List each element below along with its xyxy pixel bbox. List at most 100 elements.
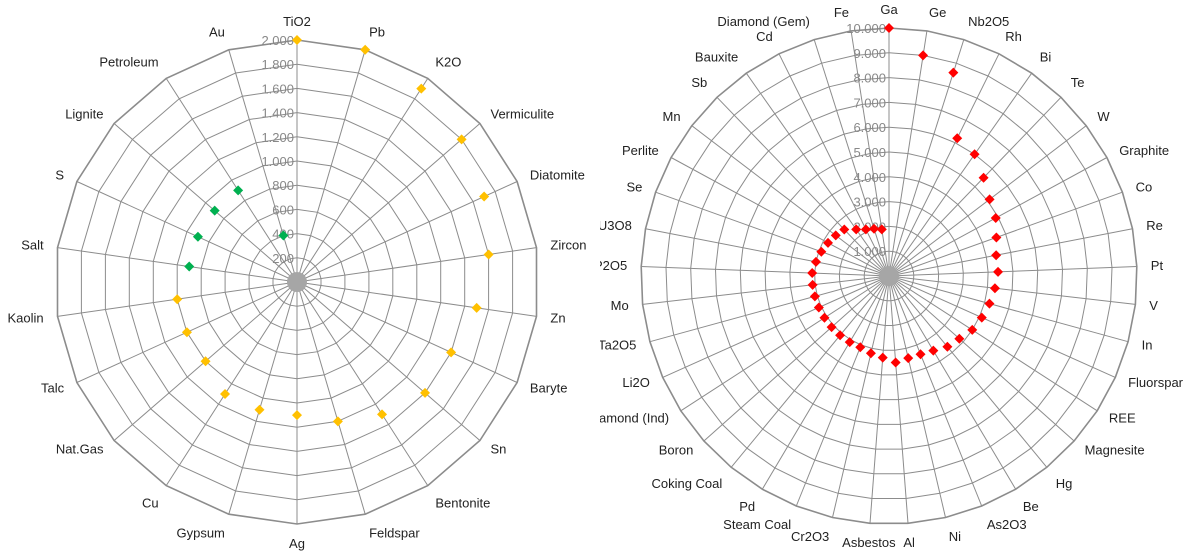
category-label-in: In	[1142, 337, 1153, 352]
grid-spoke	[888, 275, 1098, 412]
data-point-se	[816, 246, 827, 257]
data-point-steam-coal	[855, 342, 866, 353]
data-point-te	[978, 172, 989, 183]
category-label-coking-coal: Coking Coal	[651, 476, 722, 491]
category-label-fluorspar: Fluorspar	[1128, 375, 1184, 390]
grid-spoke	[730, 275, 890, 468]
data-point-ta2o5	[809, 291, 820, 302]
data-point-ge	[918, 50, 929, 61]
category-label-pb: Pb	[369, 24, 385, 39]
category-label-perlite: Perlite	[622, 143, 659, 158]
category-label-pt: Pt	[1151, 258, 1164, 273]
grid-spoke	[888, 266, 1137, 277]
category-label-nb2o5: Nb2O5	[968, 14, 1009, 29]
data-point-u3o8	[810, 256, 821, 267]
data-point-s	[192, 231, 203, 242]
category-label-al: Al	[903, 535, 915, 550]
grid-spoke	[649, 275, 890, 343]
tick-label: 8.000	[853, 71, 886, 86]
grid-ring	[714, 101, 1064, 450]
data-point-al	[890, 357, 901, 368]
category-label-ag: Ag	[289, 536, 305, 551]
grid-ring	[838, 225, 940, 326]
data-point-ree	[967, 324, 978, 335]
category-label-diatomite: Diatomite	[530, 168, 585, 183]
category-label-petroleum: Petroleum	[99, 55, 158, 70]
category-label-k2o: K2O	[435, 55, 461, 70]
grid-spoke	[296, 123, 481, 283]
grid-spoke	[813, 39, 890, 277]
category-label-magnesite: Magnesite	[1085, 442, 1145, 457]
grid-spoke	[296, 49, 366, 283]
grid-spoke	[57, 247, 298, 283]
category-label-gypsum: Gypsum	[176, 526, 224, 541]
category-label-s: S	[55, 168, 64, 183]
tick-label: 7.000	[853, 95, 886, 110]
data-point-au	[278, 230, 289, 241]
data-point-diatomite	[479, 191, 490, 202]
category-label-re: Re	[1146, 218, 1163, 233]
category-label-v: V	[1149, 298, 1158, 313]
data-point-gypsum	[254, 404, 265, 415]
radar-chart-industrial-minerals: 2004006008001.0001.2001.4001.6001.8002.0…	[7, 14, 586, 551]
data-point-cr2o3	[865, 348, 876, 359]
data-point-nat-gas	[200, 356, 211, 367]
category-label-diamond-ind: Diamond (Ind)	[600, 410, 669, 425]
tick-label: 2.000	[853, 219, 886, 234]
data-point-in	[984, 298, 995, 309]
grid-spoke	[655, 191, 890, 277]
category-label-u3o8: U3O8	[600, 218, 632, 233]
data-point-diamond-gem	[869, 223, 880, 234]
data-point-w	[984, 194, 995, 205]
grid-spoke	[76, 181, 298, 283]
grid-spoke	[745, 72, 890, 277]
grid-ring	[814, 201, 964, 351]
grid-spoke	[642, 275, 890, 305]
category-label-se: Se	[626, 179, 642, 194]
grid-spoke	[888, 275, 1129, 343]
data-point-sn	[420, 387, 431, 398]
tick-label: 3.000	[853, 195, 886, 210]
data-point-bauxite	[851, 224, 862, 235]
grid-spoke	[296, 281, 429, 486]
grid-spoke	[703, 275, 890, 442]
category-label-co: Co	[1136, 179, 1153, 194]
tick-labels: 1.000 2.000 3.000 4.000 5.000 6.000 7.000 8.000…	[846, 21, 886, 259]
tick-label: 800	[272, 178, 294, 193]
data-point-cd	[860, 224, 871, 235]
category-label-rh: Rh	[1005, 29, 1022, 44]
grid-spoke	[888, 275, 946, 518]
grid-spoke	[888, 39, 965, 277]
data-point-kaolin	[172, 294, 183, 305]
category-label-mo: Mo	[611, 298, 629, 313]
grid-ring	[690, 77, 1088, 475]
category-label-zn: Zn	[550, 310, 565, 325]
grid-spoke	[832, 275, 890, 518]
grid-spoke	[641, 266, 890, 277]
data-point-fe	[876, 224, 887, 235]
data-point-lignite	[209, 205, 220, 216]
category-label-bentonite: Bentonite	[435, 495, 490, 510]
data-point-tio2	[292, 35, 302, 45]
grid-spoke	[296, 281, 366, 515]
grid-ring	[863, 250, 915, 302]
grid-spoke	[888, 275, 1017, 490]
tick-label: 200	[272, 251, 294, 266]
category-label-cd: Cd	[756, 29, 773, 44]
category-label-au: Au	[209, 24, 225, 39]
data-point-be	[928, 345, 939, 356]
tick-label: 1.600	[261, 81, 294, 96]
category-label-feldspar: Feldspar	[369, 526, 420, 541]
data-point-re	[991, 250, 1002, 261]
data-point-ni	[903, 353, 914, 364]
data-point-co	[991, 232, 1002, 243]
data-point-boron	[826, 322, 837, 333]
data-point-bentonite	[377, 409, 388, 420]
category-label-ni: Ni	[949, 529, 961, 544]
category-label-pd: Pd	[739, 499, 755, 514]
category-label-li2o: Li2O	[622, 375, 649, 390]
tick-label: 1.000	[261, 154, 294, 169]
data-point-perlite	[822, 237, 833, 248]
category-label-lignite: Lignite	[65, 106, 103, 121]
tick-label: 4.000	[853, 170, 886, 185]
